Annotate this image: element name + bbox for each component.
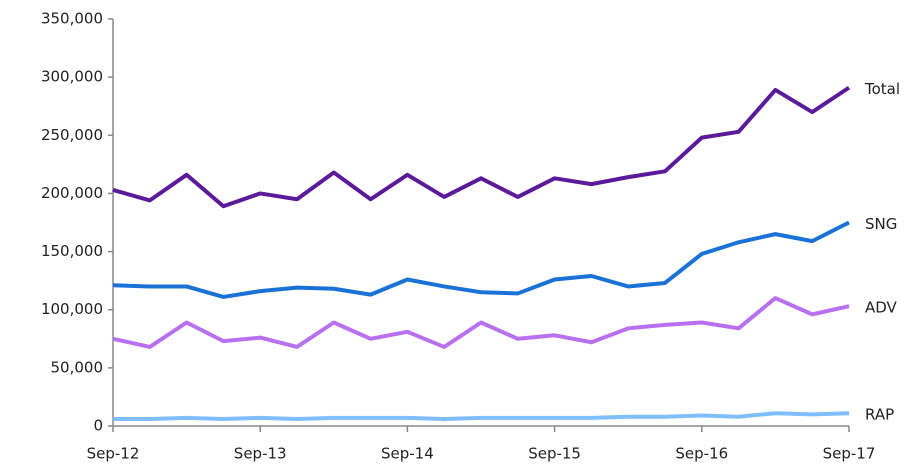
line-series	[112, 296, 850, 349]
series-label: SNG	[865, 215, 897, 233]
series-label: ADV	[865, 299, 898, 317]
x-tick-label: Sep-14	[381, 445, 434, 463]
x-tick-label: Sep-17	[823, 445, 876, 463]
series-label: Total	[864, 80, 900, 98]
y-tick-label: 350,000	[41, 10, 103, 28]
line-series	[113, 411, 850, 422]
y-tick-label: 100,000	[41, 300, 103, 318]
x-tick-label: Sep-13	[234, 445, 287, 463]
y-tick-label: 300,000	[41, 68, 103, 86]
y-tick-label: 250,000	[41, 126, 103, 144]
y-tick-label: 200,000	[41, 184, 103, 202]
y-tick-label: 150,000	[41, 242, 103, 260]
x-tick-label: Sep-12	[87, 445, 140, 463]
line-series	[112, 220, 850, 299]
y-tick-label: 50,000	[51, 358, 104, 376]
series-label: RAP	[865, 406, 894, 424]
x-tick-label: Sep-15	[528, 445, 581, 463]
y-tick-label: 0	[93, 417, 103, 435]
x-tick-label: Sep-16	[675, 445, 728, 463]
line-series	[112, 85, 851, 209]
